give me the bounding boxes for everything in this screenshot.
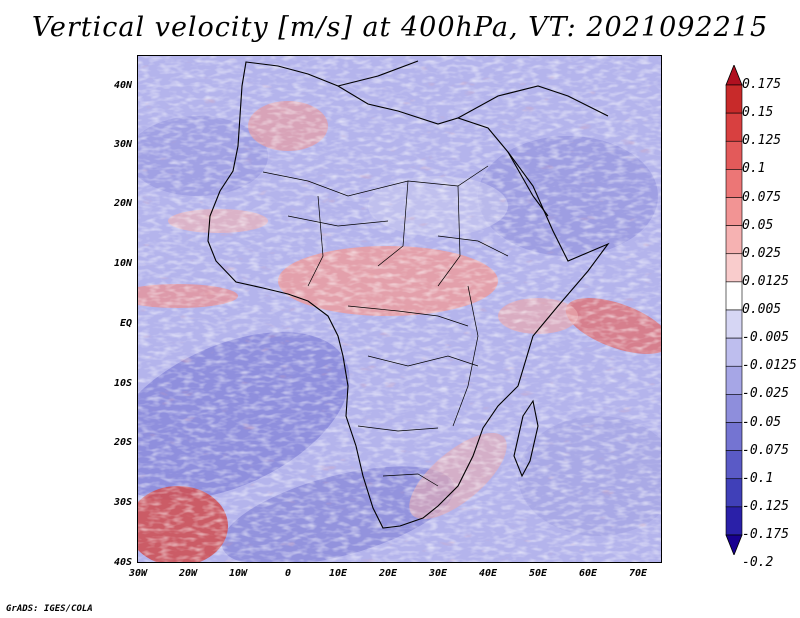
colorbar-label: 0.0125	[742, 273, 789, 289]
lon-label-10w: 10W	[228, 568, 248, 579]
colorbar-box	[725, 478, 743, 508]
colorbar-box	[725, 506, 743, 536]
lon-label-50e: 50E	[528, 568, 548, 579]
colorbar-bottom-triangle	[725, 534, 743, 555]
colorbar-label: -0.05	[742, 414, 782, 430]
lat-label-10s: 10S	[113, 378, 132, 389]
grads-credit: GrADS: IGES/COLA	[6, 604, 93, 614]
vertical-velocity-map	[137, 55, 662, 563]
colorbar-label: 0.1	[742, 161, 766, 177]
colorbar-box	[725, 422, 743, 451]
colorbar-top-triangle	[725, 65, 743, 86]
colorbar	[725, 65, 743, 555]
colorbar-label: 0.05	[742, 217, 774, 233]
lat-label-20s: 20S	[113, 437, 132, 448]
colorbar-label: -0.075	[742, 442, 789, 458]
country-borders	[262, 165, 509, 487]
colorbar-box	[725, 337, 743, 367]
lon-label-70e: 70E	[628, 568, 648, 579]
colorbar-box	[725, 140, 743, 170]
colorbar-box	[725, 309, 743, 339]
colorbar-label: 0.075	[742, 189, 782, 205]
colorbar-label: 0.15	[742, 105, 774, 121]
coastlines	[207, 60, 610, 529]
lat-label-20n: 20N	[113, 198, 132, 209]
colorbar-box	[725, 450, 743, 480]
colorbar-box	[725, 225, 743, 255]
colorbar-label: -0.0125	[742, 358, 797, 374]
colorbar-label: -0.025	[742, 386, 789, 402]
colorbar-label: 0.125	[742, 133, 782, 149]
lat-label-eq: EQ	[119, 318, 132, 329]
lon-label-10e: 10E	[328, 568, 348, 579]
lat-label-40s: 40S	[113, 557, 132, 568]
colorbar-box	[725, 197, 743, 226]
colorbar-box	[725, 394, 743, 423]
lat-label-10n: 10N	[113, 258, 132, 269]
colorbar-label: -0.175	[742, 527, 789, 542]
colorbar-label: -0.005	[742, 330, 789, 346]
lon-label-30e: 30E	[428, 568, 448, 579]
lat-label-30n: 30N	[113, 139, 132, 150]
lon-label-0: 0	[284, 568, 292, 579]
colorbar-label: 0.025	[742, 245, 782, 261]
colorbar-box	[725, 365, 743, 395]
colorbar-label: -0.2	[742, 555, 774, 571]
colorbar-label: -0.1	[742, 470, 774, 486]
colorbar-box	[725, 169, 743, 198]
lon-label-20w: 20W	[178, 568, 198, 579]
colorbar-box	[725, 112, 743, 142]
colorbar-box	[725, 281, 743, 311]
figure-title: Vertical velocity [m/s] at 400hPa, VT: 2…	[31, 12, 769, 43]
lon-label-60e: 60E	[578, 568, 598, 579]
colorbar-box	[725, 253, 743, 283]
colorbar-label: -0.125	[742, 498, 789, 514]
colorbar-box	[725, 84, 743, 114]
colorbar-label: 0.005	[742, 302, 782, 317]
lon-label-20e: 20E	[378, 568, 398, 579]
lon-label-40e: 40E	[478, 568, 498, 579]
lon-label-30w: 30W	[128, 568, 148, 579]
colorbar-label: 0.175	[742, 77, 782, 92]
lat-label-40n: 40N	[113, 80, 132, 91]
lat-label-30s: 30S	[113, 497, 132, 508]
